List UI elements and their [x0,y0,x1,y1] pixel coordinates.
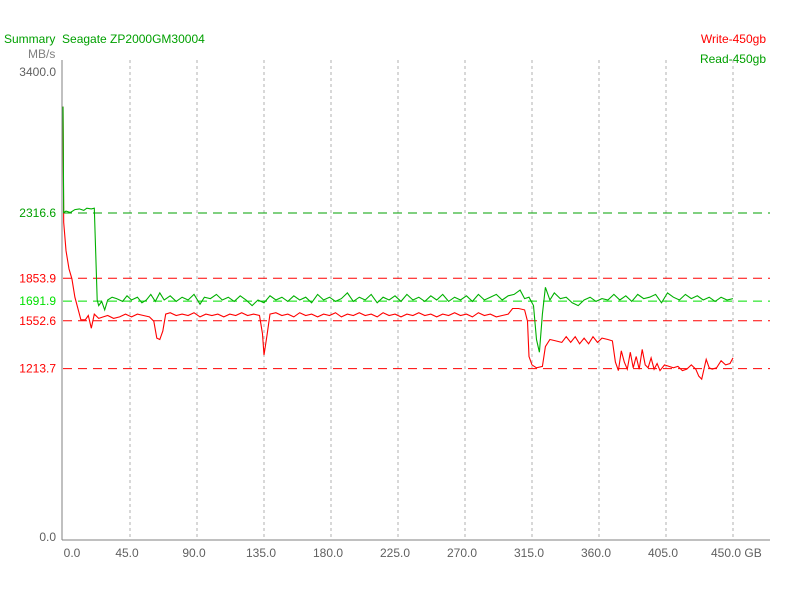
x-tick-label: 315.0 [514,546,544,560]
legend-read: Read-450gb [699,52,766,66]
x-tick-label: 360.0 [581,546,611,560]
x-tick-label: 225.0 [380,546,410,560]
y-axis-unit: MB/s [28,47,56,61]
x-tick-label: 45.0 [115,546,139,560]
chart-title: Summary Seagate ZP2000GM30004 [4,32,205,46]
x-tick-label: 90.0 [182,546,206,560]
x-tick-label: 450.0 GB [711,546,762,560]
series-line-write [62,106,734,381]
legend-write: Write-450gb [700,32,766,46]
reference-line-label: 1853.9 [19,271,56,285]
x-tick-label: 135.0 [246,546,276,560]
summary-label: Summary [4,32,56,46]
reference-line-label: 2316.6 [19,206,56,220]
x-tick-label: 270.0 [447,546,477,560]
reference-line-label: 1691.9 [19,294,56,308]
x-tick-label: 405.0 [648,546,678,560]
device-name: Seagate ZP2000GM30004 [62,32,205,46]
x-tick-label: 180.0 [313,546,343,560]
reference-line-label: 1213.7 [19,362,56,376]
y-tick-label: 0.0 [39,530,56,544]
series-line-read [62,106,734,353]
reference-line-label: 1552.6 [19,314,56,328]
x-tick-label: 0.0 [64,546,81,560]
y-tick-label: 3400.0 [19,65,56,79]
